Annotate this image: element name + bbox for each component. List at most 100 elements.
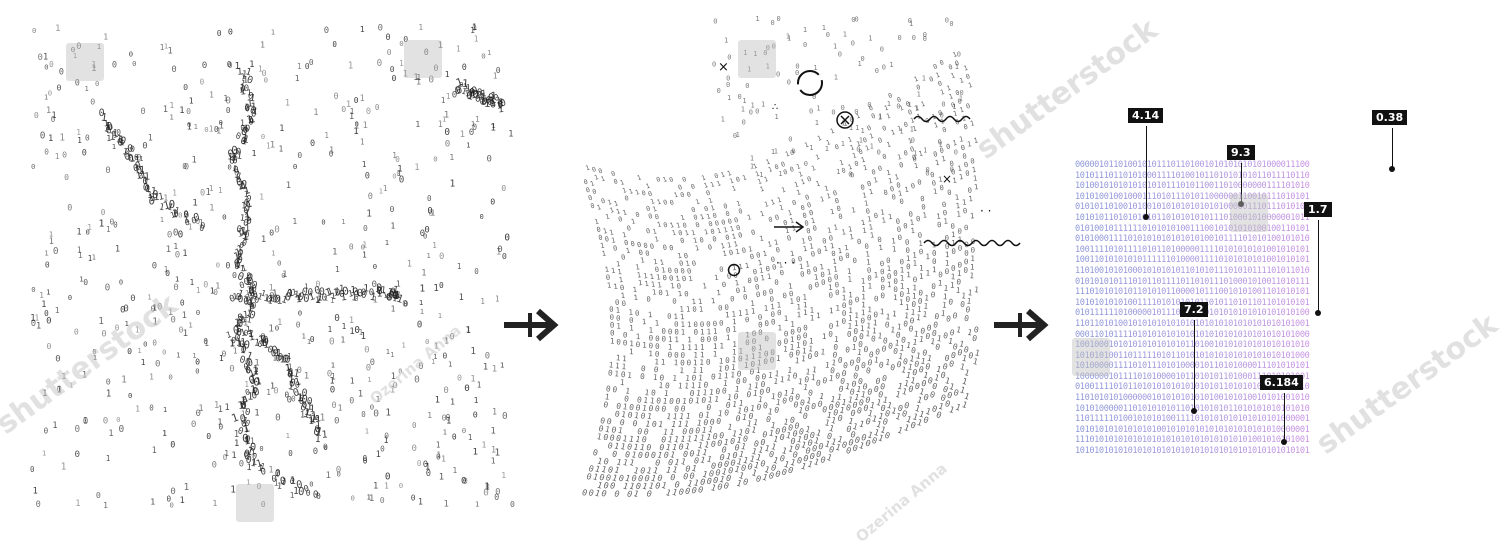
binary-digit: 1 bbox=[369, 291, 378, 304]
binary-digit: 1 bbox=[280, 294, 289, 306]
binary-digit: 1 bbox=[190, 278, 195, 287]
binary-digit: 0 bbox=[712, 475, 720, 486]
binary-digit: 1 bbox=[172, 207, 179, 220]
binary-digit: 0 bbox=[253, 375, 260, 388]
binary-digit: 1 bbox=[367, 493, 371, 502]
binary-digit: 1 bbox=[926, 353, 933, 364]
binary-digit: 0 bbox=[414, 375, 420, 386]
binary-digit: 1 bbox=[720, 466, 728, 477]
binary-digit: 1 bbox=[797, 310, 802, 319]
binary-digit: 0 bbox=[617, 215, 623, 224]
binary-digit: 0 bbox=[772, 42, 776, 50]
binary-digit: 0 bbox=[681, 175, 687, 184]
binary-digit: 0 bbox=[324, 443, 328, 452]
binary-digit: 0 bbox=[684, 289, 689, 298]
binary-digit: 1 bbox=[449, 152, 454, 162]
binary-digit: 0 bbox=[860, 432, 868, 443]
binary-digit: 0 bbox=[771, 310, 776, 319]
binary-digit: 0 bbox=[313, 447, 318, 457]
binary-digit: 0 bbox=[48, 88, 52, 97]
binary-digit: 0 bbox=[771, 317, 776, 326]
binary-digit: 0 bbox=[763, 49, 767, 57]
binary-digit: 0 bbox=[804, 403, 811, 414]
binary-digit: 0 bbox=[388, 286, 397, 298]
binary-digit: 1 bbox=[303, 408, 310, 419]
binary-digit: 1 bbox=[922, 369, 929, 380]
binary-digit: 0 bbox=[941, 200, 946, 209]
binary-digit: 1 bbox=[809, 337, 815, 346]
binary-digit: 0 bbox=[871, 168, 877, 177]
binary-digit: 0 bbox=[623, 239, 629, 248]
binary-digit: 1 bbox=[419, 298, 423, 307]
binary-digit: 1 bbox=[672, 412, 679, 422]
binary-digit: 1 bbox=[140, 169, 147, 181]
binary-digit: 1 bbox=[636, 270, 641, 279]
binary-digit: 0 bbox=[115, 324, 120, 333]
binary-digit: 1 bbox=[860, 218, 866, 228]
binary-digit: 0 bbox=[329, 150, 334, 159]
binary-digit: 0 bbox=[233, 261, 241, 272]
binary-digit: 1 bbox=[262, 338, 270, 351]
binary-digit: 1 bbox=[849, 143, 855, 152]
binary-digit: 1 bbox=[877, 331, 883, 340]
binary-digit: 1 bbox=[260, 287, 268, 298]
binary-digit: 0 bbox=[475, 94, 481, 105]
binary-digit: 0 bbox=[673, 479, 681, 490]
binary-digit: 1 bbox=[738, 399, 744, 409]
binary-digit: 0 bbox=[939, 58, 945, 67]
binary-digit: 0 bbox=[291, 394, 296, 403]
binary-digit: 0 bbox=[216, 260, 220, 269]
binary-digit: 0 bbox=[118, 135, 128, 148]
binary-digit: 0 bbox=[923, 31, 927, 39]
binary-digit: 1 bbox=[48, 134, 53, 144]
binary-digit: 0 bbox=[963, 314, 969, 324]
binary-digit: 1 bbox=[232, 251, 241, 263]
binary-digit: 1 bbox=[768, 427, 775, 438]
binary-digit: 0 bbox=[774, 163, 780, 172]
cross-icon: × bbox=[718, 60, 729, 75]
binary-digit: 1 bbox=[925, 252, 930, 261]
binary-digit: 0 bbox=[252, 290, 260, 301]
binary-digit: 0 bbox=[932, 257, 937, 266]
binary-digit: 0 bbox=[459, 81, 463, 89]
binary-digit: 0 bbox=[934, 342, 941, 352]
binary-digit: 1 bbox=[164, 41, 168, 50]
binary-digit: 0 bbox=[463, 477, 468, 487]
binary-digit: 0 bbox=[970, 246, 975, 255]
binary-digit: 1 bbox=[803, 26, 807, 34]
binary-digit: 1 bbox=[620, 291, 625, 300]
binary-digit: 0 bbox=[613, 177, 619, 186]
binary-digit: 0 bbox=[841, 317, 846, 326]
binary-digit: 1 bbox=[943, 284, 949, 293]
binary-digit: 1 bbox=[922, 75, 926, 83]
binary-digit: 1 bbox=[272, 354, 277, 363]
binary-digit: 0 bbox=[271, 474, 277, 484]
binary-digit: 0 bbox=[913, 275, 918, 284]
binary-digit: 1 bbox=[147, 293, 151, 302]
binary-digit: 0 bbox=[639, 465, 647, 476]
binary-digit: 1 bbox=[800, 439, 808, 450]
binary-digit: 1 bbox=[481, 88, 488, 100]
binary-digit: 0 bbox=[291, 386, 300, 399]
binary-digit: 0 bbox=[800, 204, 806, 213]
binary-digit: 1 bbox=[944, 375, 952, 386]
binary-digit: 0 bbox=[366, 363, 371, 373]
binary-digit: 0 bbox=[881, 416, 889, 427]
binary-digit: 0 bbox=[844, 446, 852, 457]
binary-digit: 1 bbox=[230, 338, 236, 349]
binary-digit: 0 bbox=[247, 373, 258, 387]
binary-digit: 1 bbox=[639, 442, 646, 453]
binary-digit: 0 bbox=[101, 208, 106, 217]
binary-digit: 0 bbox=[443, 351, 448, 360]
binary-digit: 0 bbox=[849, 171, 855, 180]
binary-digit: 0 bbox=[861, 55, 865, 63]
binary-digit: 1 bbox=[734, 384, 740, 394]
binary-digit: 0 bbox=[949, 159, 955, 169]
binary-digit: 1 bbox=[768, 371, 774, 380]
binary-digit: 1 bbox=[828, 374, 834, 384]
binary-digit: 1 bbox=[753, 50, 757, 58]
binary-row: 1110101010101010101010101010101010101001… bbox=[1075, 435, 1415, 446]
binary-digit: 0 bbox=[677, 183, 683, 192]
binary-digit: 1 bbox=[954, 403, 962, 414]
